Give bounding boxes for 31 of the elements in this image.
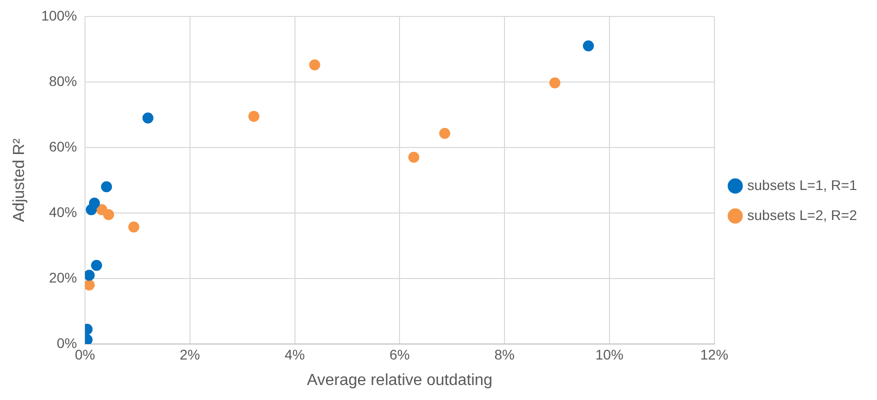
point [91, 260, 102, 271]
point [549, 77, 560, 88]
y-tick-label: 100% [41, 7, 78, 24]
x-tick-label: 0% [74, 346, 96, 362]
x-tick-label: 10% [595, 346, 624, 362]
point [309, 59, 320, 70]
y-tick-label: 20% [48, 269, 78, 286]
x-tick-label: 12% [700, 346, 728, 362]
y-axis-title: Adjusted R² [11, 138, 28, 222]
x-tick-label: 2% [180, 346, 200, 362]
legend-label: subsets L=2, R=2 [747, 206, 858, 223]
x-axis-title: Average relative outdating [306, 372, 492, 389]
x-tick-label: 8% [494, 346, 515, 362]
x-tick-label: 4% [284, 346, 305, 362]
point [582, 40, 594, 52]
point [439, 128, 450, 139]
point [101, 181, 112, 192]
point [128, 222, 140, 233]
x-tick-label: 6% [390, 346, 410, 362]
y-tick-label: 60% [48, 138, 78, 154]
point [103, 209, 114, 220]
y-tick-label: 0% [56, 334, 78, 351]
y-tick-label: 40% [48, 204, 78, 220]
point [408, 152, 420, 163]
point [248, 110, 260, 122]
point [85, 280, 95, 291]
point [142, 112, 154, 124]
y-tick-label: 80% [48, 72, 78, 89]
legend-label: subsets L=1, R=1 [747, 176, 858, 193]
point [85, 270, 95, 281]
point [88, 198, 100, 209]
